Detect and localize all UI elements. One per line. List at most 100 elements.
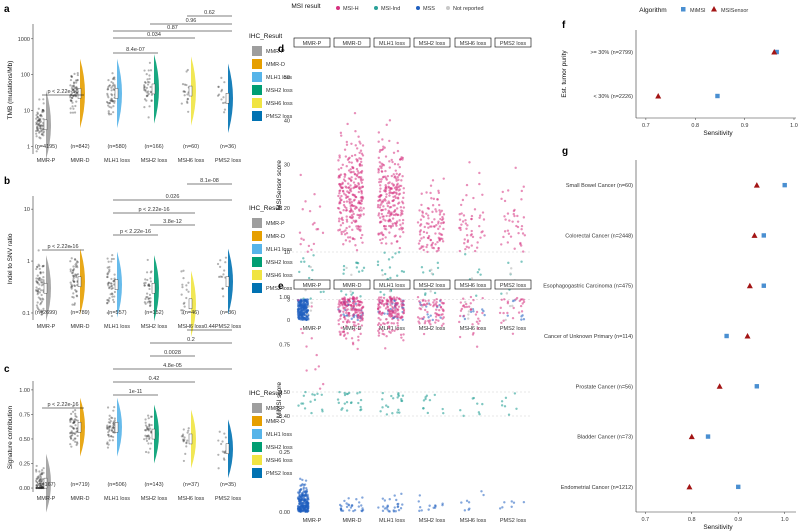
violin-2	[117, 58, 122, 129]
point-msi-h	[381, 215, 384, 218]
legend-label: PMS2 loss	[266, 471, 293, 477]
jitter-point	[75, 91, 78, 94]
jitter-point	[42, 467, 45, 470]
jitter-point	[105, 100, 109, 104]
jitter-point	[40, 115, 43, 118]
jitter-point	[37, 107, 40, 110]
point-msi-h	[400, 209, 403, 212]
jitter-point	[106, 88, 109, 91]
point-msi-h	[380, 165, 383, 168]
jitter-point	[109, 425, 112, 428]
jitter-point	[42, 281, 45, 284]
facet-strip-3	[413, 279, 451, 290]
jitter-point	[36, 119, 39, 122]
jitter-point	[40, 484, 43, 487]
jitter-point	[37, 290, 40, 293]
x-tick-label: MLH1 loss	[379, 326, 405, 332]
point-msi-h	[345, 304, 349, 308]
jitter-point	[36, 293, 39, 296]
point-msi-h	[473, 208, 477, 211]
point-msi-h	[357, 335, 360, 338]
jitter-point	[144, 281, 147, 284]
jitter-point	[40, 485, 44, 488]
point-msi-h	[392, 195, 395, 199]
point-not-reported	[508, 304, 512, 308]
jitter-point	[73, 432, 77, 436]
point-msi-h	[351, 193, 354, 196]
point-msi-ind	[507, 261, 510, 265]
point-msi-h	[360, 307, 363, 311]
point-msi-h	[391, 307, 395, 310]
legend-key-1	[252, 231, 262, 241]
point-msi-ind	[500, 404, 504, 407]
jitter-point	[41, 486, 44, 489]
jitter-point	[72, 275, 75, 278]
jitter-point	[39, 271, 42, 274]
jitter-point	[223, 451, 226, 455]
facet-strip-4	[454, 37, 492, 48]
point-msi-h	[354, 144, 357, 147]
point-msi-ind	[433, 393, 437, 397]
point-mss	[498, 507, 502, 510]
point-msi-h	[382, 205, 385, 208]
jitter-point	[38, 309, 41, 312]
point-mss	[340, 505, 343, 508]
point-msi-h	[478, 319, 481, 323]
point-msi-h	[471, 235, 475, 239]
point-msi-h	[355, 185, 358, 189]
x-tick-label: PMS2 loss	[500, 326, 527, 332]
point-msi-ind	[342, 272, 345, 275]
point-mss	[428, 504, 431, 507]
jitter-point	[109, 435, 113, 438]
category-label: Prostate Cancer (n=56)	[576, 384, 633, 390]
pvalue-label: 0.034	[147, 32, 161, 38]
point-msi-h	[384, 185, 388, 189]
jitter-point	[41, 109, 44, 112]
point-msi-h	[519, 241, 522, 245]
y-tick-label: 0.75	[279, 343, 290, 349]
jitter-point	[111, 439, 114, 442]
point-msi-ind	[478, 413, 481, 416]
point-mss	[441, 503, 444, 507]
category-label: Colorectal Cancer (n=2448)	[565, 233, 633, 239]
jitter-point	[35, 286, 38, 289]
legend-key-0	[252, 403, 262, 413]
point-mss	[304, 479, 308, 482]
jitter-point	[72, 427, 75, 430]
jitter-point	[145, 99, 148, 102]
point-msi-h	[391, 222, 394, 226]
point-msi-h	[360, 189, 363, 193]
point-msi-h	[432, 197, 436, 201]
jitter-point	[180, 435, 183, 438]
violin-1	[80, 58, 85, 129]
point-mss	[465, 499, 469, 503]
point-msi-h	[336, 206, 340, 210]
point-msi-ind	[345, 409, 349, 412]
violin-0	[46, 453, 51, 513]
point-msi-h	[360, 301, 364, 304]
jitter-point	[108, 84, 111, 87]
jitter-point	[143, 282, 146, 285]
jitter-point	[112, 431, 115, 434]
point-msi-ind	[401, 394, 405, 397]
point-msi-h	[398, 172, 402, 176]
jitter-point	[41, 472, 44, 476]
point-mss	[303, 483, 307, 486]
point-msi-h	[299, 242, 302, 246]
point-msi-h	[467, 246, 471, 249]
point-msi-h	[424, 299, 427, 303]
category-label: >= 30% (n=2799)	[590, 50, 633, 56]
point-msi-ind	[376, 263, 380, 267]
point-msi-h	[399, 235, 402, 238]
y-tick-label: 1.00	[19, 388, 30, 394]
jitter-point	[74, 424, 77, 427]
violin-3	[154, 404, 159, 464]
point-msi-h	[359, 229, 362, 232]
point-msi-ind	[433, 291, 437, 295]
jitter-point	[37, 486, 40, 490]
jitter-point	[35, 486, 38, 490]
jitter-point	[39, 127, 42, 130]
point-msi-h	[463, 242, 466, 245]
jitter-point	[38, 119, 41, 122]
jitter-point	[36, 477, 39, 480]
